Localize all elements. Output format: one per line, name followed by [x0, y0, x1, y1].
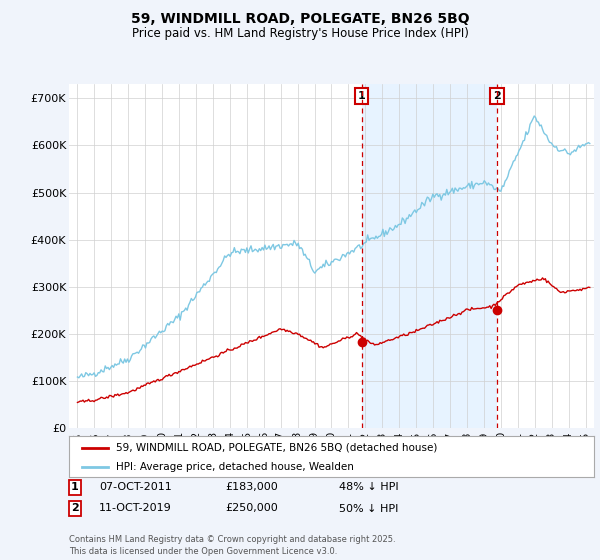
- Text: 2: 2: [493, 91, 501, 101]
- Text: 07-OCT-2011: 07-OCT-2011: [99, 482, 172, 492]
- Text: HPI: Average price, detached house, Wealden: HPI: Average price, detached house, Weal…: [116, 462, 354, 472]
- Text: 1: 1: [71, 482, 79, 492]
- Text: £250,000: £250,000: [225, 503, 278, 514]
- Text: 59, WINDMILL ROAD, POLEGATE, BN26 5BQ (detached house): 59, WINDMILL ROAD, POLEGATE, BN26 5BQ (d…: [116, 443, 437, 452]
- Text: 11-OCT-2019: 11-OCT-2019: [99, 503, 172, 514]
- Text: 50% ↓ HPI: 50% ↓ HPI: [339, 503, 398, 514]
- Text: £183,000: £183,000: [225, 482, 278, 492]
- Text: 48% ↓ HPI: 48% ↓ HPI: [339, 482, 398, 492]
- Text: 2: 2: [71, 503, 79, 514]
- Text: Contains HM Land Registry data © Crown copyright and database right 2025.
This d: Contains HM Land Registry data © Crown c…: [69, 535, 395, 556]
- Text: 1: 1: [358, 91, 365, 101]
- Text: 59, WINDMILL ROAD, POLEGATE, BN26 5BQ: 59, WINDMILL ROAD, POLEGATE, BN26 5BQ: [131, 12, 469, 26]
- Text: Price paid vs. HM Land Registry's House Price Index (HPI): Price paid vs. HM Land Registry's House …: [131, 27, 469, 40]
- Bar: [362, 84, 497, 428]
